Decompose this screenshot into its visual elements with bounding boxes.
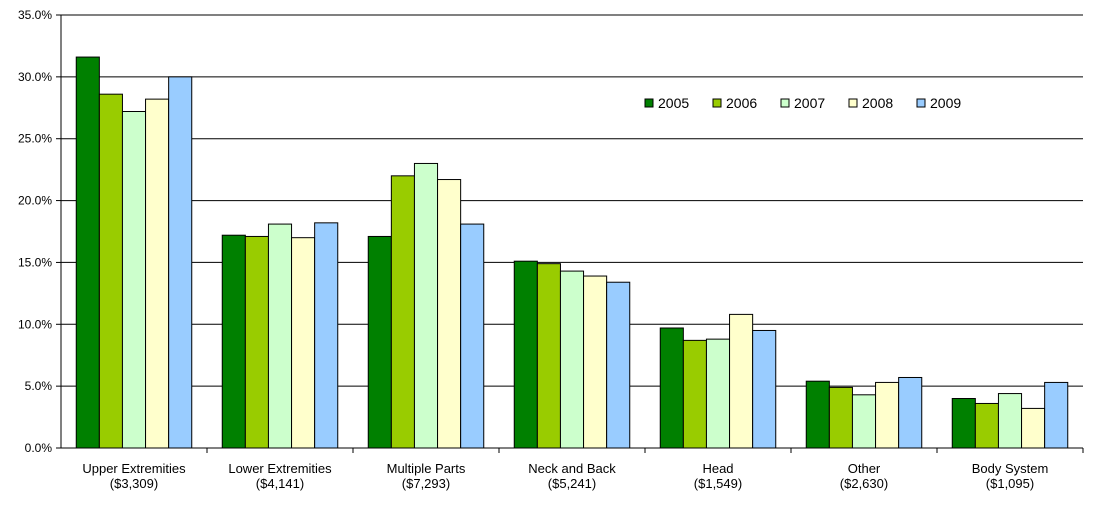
bar-2009-1 — [314, 222, 339, 449]
bar-2006-0 — [98, 93, 123, 449]
x-category-label: Other — [848, 461, 881, 476]
y-tick-label: 25.0% — [18, 132, 52, 146]
bar-2007-1 — [267, 223, 293, 449]
legend-swatch-2008 — [848, 98, 858, 108]
y-tick-label: 10.0% — [18, 317, 52, 331]
y-tick-label: 35.0% — [18, 8, 52, 22]
bar-2007-5 — [851, 394, 877, 449]
legend-swatch-2005 — [644, 98, 654, 108]
x-category-label: ($4,141) — [256, 476, 304, 491]
bar-2007-6 — [997, 393, 1023, 449]
x-category-label: Multiple Parts — [387, 461, 466, 476]
x-category-label: ($1,095) — [986, 476, 1034, 491]
y-tick-label: 30.0% — [18, 70, 52, 84]
x-category-label: ($5,241) — [548, 476, 596, 491]
bar-2008-6 — [1021, 407, 1046, 449]
x-category-label: Upper Extremities — [82, 461, 186, 476]
y-tick-label: 5.0% — [25, 379, 53, 393]
x-category-label: ($7,293) — [402, 476, 450, 491]
legend-swatch-2007 — [780, 98, 790, 108]
bar-2005-5 — [805, 380, 830, 449]
bar-2006-3 — [536, 263, 561, 449]
x-category-label: ($1,549) — [694, 476, 742, 491]
bar-2007-2 — [413, 162, 439, 449]
legend-label-2007: 2007 — [794, 95, 825, 111]
bar-2008-4 — [729, 313, 754, 449]
x-category-label: Neck and Back — [528, 461, 616, 476]
y-tick-label: 15.0% — [18, 255, 52, 269]
bar-2006-5 — [828, 386, 853, 449]
legend-label-2005: 2005 — [658, 95, 689, 111]
bar-2006-1 — [244, 235, 269, 449]
bar-2009-5 — [898, 376, 923, 449]
y-tick-label: 0.0% — [25, 441, 53, 455]
bar-2008-5 — [875, 381, 900, 449]
bar-2008-1 — [291, 237, 316, 449]
bar-2008-2 — [437, 179, 462, 449]
bar-2009-6 — [1044, 381, 1069, 449]
bar-2005-1 — [221, 234, 246, 449]
bar-2008-0 — [145, 98, 170, 449]
x-category-label: ($2,630) — [840, 476, 888, 491]
bar-2007-4 — [705, 338, 731, 449]
bar-2005-2 — [367, 235, 392, 449]
bar-2005-3 — [513, 260, 538, 449]
bar-2009-0 — [168, 76, 193, 449]
bar-2005-0 — [75, 56, 100, 449]
x-category-label: Head — [702, 461, 733, 476]
bar-2009-2 — [460, 223, 485, 449]
legend-swatch-2009 — [916, 98, 926, 108]
bar-2008-3 — [583, 275, 608, 449]
bar-2009-3 — [606, 281, 631, 449]
x-category-label: ($3,309) — [110, 476, 158, 491]
legend-label-2008: 2008 — [862, 95, 893, 111]
legend-label-2006: 2006 — [726, 95, 757, 111]
bar-2005-4 — [659, 327, 684, 449]
bar-2007-3 — [559, 270, 585, 449]
legend-swatch-2006 — [712, 98, 722, 108]
x-category-label: Body System — [972, 461, 1049, 476]
bar-2007-0 — [121, 110, 147, 449]
x-category-label: Lower Extremities — [228, 461, 332, 476]
bar-2005-6 — [951, 398, 976, 449]
legend-label-2009: 2009 — [930, 95, 961, 111]
bar-2006-6 — [974, 402, 999, 449]
y-tick-label: 20.0% — [18, 194, 52, 208]
bar-2006-2 — [390, 175, 415, 449]
bar-2009-4 — [752, 329, 777, 449]
bar-2006-4 — [682, 339, 707, 449]
